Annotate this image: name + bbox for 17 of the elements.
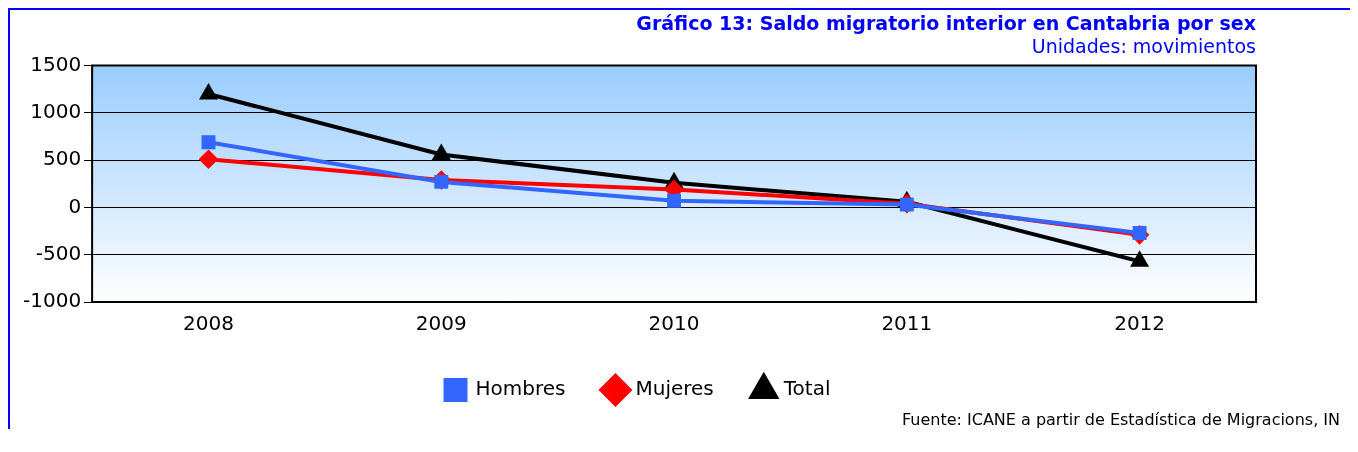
y-tick-label: -1000 — [22, 288, 82, 313]
x-tick-label: 2011 — [881, 311, 933, 336]
source-note: Fuente: ICANE a partir de Estadística de Migracions, IN — [900, 410, 1341, 429]
x-tick-label: 2012 — [1114, 311, 1166, 336]
legend-label: Total — [782, 376, 831, 401]
x-tick-label: 2009 — [415, 311, 467, 336]
y-tick-label: 1500 — [30, 51, 82, 76]
y-tick-label: 0 — [68, 193, 82, 218]
y-tick-label: 500 — [42, 146, 82, 171]
y-tick-label: 1000 — [30, 99, 82, 124]
x-tick-label: 2008 — [183, 311, 234, 336]
chart-subtitle: Unidades: movimientos — [1031, 35, 1256, 58]
y-tick-label: -500 — [35, 240, 82, 265]
x-tick-label: 2010 — [648, 311, 700, 336]
legend-label: Mujeres — [635, 376, 714, 401]
legend-label: Hombres — [475, 376, 566, 401]
chart-title: Gráfico 13: Saldo migratorio interior en Cantabria por sex — [636, 12, 1256, 35]
